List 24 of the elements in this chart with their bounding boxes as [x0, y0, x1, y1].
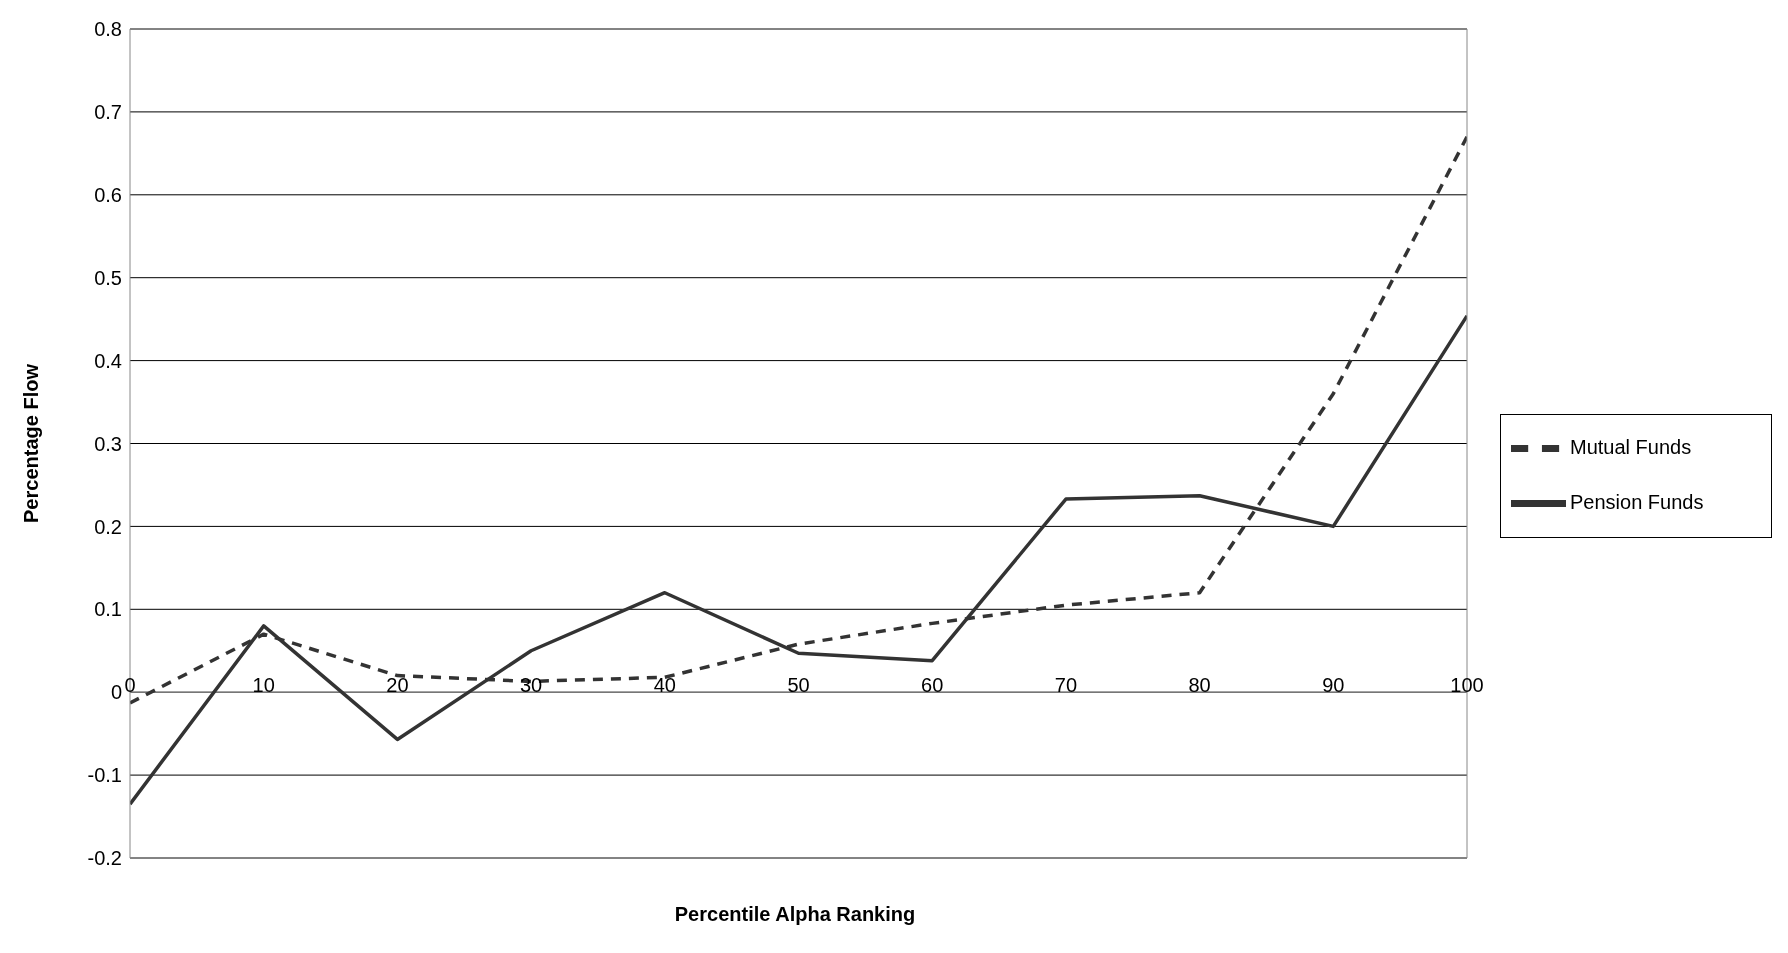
y-tick-label: 0.6 — [94, 183, 122, 206]
x-tick-label: 100 — [1450, 674, 1484, 696]
y-tick-label: 0.2 — [94, 515, 122, 538]
y-tick-label: -0.1 — [87, 764, 122, 787]
x-tick-label: 10 — [252, 674, 275, 696]
x-tick-label: 60 — [921, 674, 944, 696]
y-tick-label: -0.2 — [87, 847, 122, 870]
x-tick-label: 90 — [1322, 674, 1345, 696]
y-tick-label: 0.5 — [94, 266, 122, 289]
x-tick-label: 20 — [386, 674, 409, 696]
y-tick-label: 0.4 — [94, 349, 122, 372]
x-tick-label: 0 — [124, 674, 136, 696]
y-axis-title: Percentage Flow — [20, 363, 43, 523]
x-tick-label: 80 — [1188, 674, 1211, 696]
x-tick-label: 40 — [653, 674, 676, 696]
x-tick-label: 50 — [787, 674, 810, 696]
legend-label: Mutual Funds — [1570, 435, 1692, 458]
y-tick-label: 0.1 — [94, 598, 122, 621]
x-axis-title: Percentile Alpha Ranking — [673, 903, 917, 926]
y-tick-label: 0.7 — [94, 101, 122, 123]
y-tick-label: 0.3 — [94, 432, 122, 455]
legend-label: Pension Funds — [1570, 490, 1704, 513]
x-tick-label: 70 — [1054, 674, 1078, 696]
y-tick-label: 0.8 — [94, 18, 122, 41]
